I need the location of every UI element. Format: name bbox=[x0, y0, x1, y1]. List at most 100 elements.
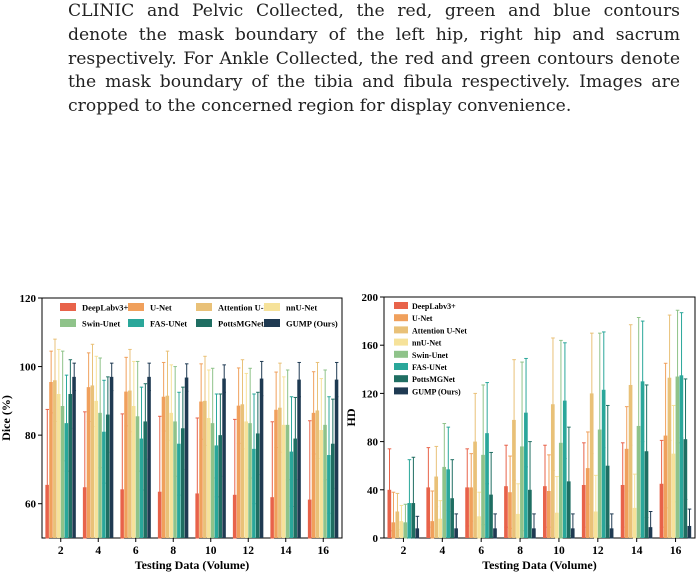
legend-item: GUMP (Ours) bbox=[264, 319, 338, 329]
legend-swatch bbox=[196, 303, 212, 311]
bar bbox=[278, 407, 282, 538]
legend-item: Swin-Unet bbox=[60, 319, 120, 329]
x-tick-label: 14 bbox=[280, 545, 292, 557]
y-axis-label: HD bbox=[345, 408, 358, 426]
bar bbox=[667, 377, 672, 538]
legend-label: FAS-UNet bbox=[150, 319, 187, 329]
bar bbox=[86, 387, 91, 538]
legend-item: Attention U-Net bbox=[394, 326, 467, 335]
bar bbox=[628, 384, 633, 538]
legend-label: PottsMGNet bbox=[218, 319, 264, 329]
bar bbox=[173, 421, 177, 538]
x-tick-label: 16 bbox=[318, 545, 330, 557]
bar bbox=[281, 424, 286, 538]
bar bbox=[53, 380, 57, 538]
legend-item: nnU-Net bbox=[264, 303, 317, 313]
legend-label: nnU-Net bbox=[412, 339, 442, 348]
legend-item: Attention U-Net bbox=[196, 303, 276, 313]
x-tick-label: 6 bbox=[133, 545, 139, 557]
legend-swatch bbox=[60, 303, 76, 311]
x-tick-label: 10 bbox=[205, 545, 217, 557]
bar bbox=[485, 433, 489, 538]
y-tick-label: 80 bbox=[25, 430, 37, 442]
bar bbox=[601, 389, 606, 538]
x-tick-label: 6 bbox=[478, 545, 484, 557]
legend-swatch bbox=[394, 387, 408, 395]
legend-item: Swin-Unet bbox=[394, 350, 448, 360]
bar bbox=[240, 404, 245, 538]
bar bbox=[297, 379, 301, 538]
legend-swatch bbox=[394, 338, 408, 346]
legend-item: FAS-UNet bbox=[128, 319, 187, 329]
bar bbox=[218, 435, 222, 538]
y-tick-label: 160 bbox=[362, 340, 379, 352]
x-tick-label: 8 bbox=[170, 545, 176, 557]
bar bbox=[60, 406, 65, 538]
bar bbox=[102, 431, 106, 538]
bar bbox=[165, 395, 170, 538]
bar bbox=[169, 412, 173, 538]
legend-swatch bbox=[394, 326, 408, 334]
bar bbox=[206, 418, 211, 538]
bar bbox=[199, 401, 203, 538]
plot-frame bbox=[383, 296, 696, 539]
bar bbox=[98, 412, 102, 538]
legend-label: nnU-Net bbox=[286, 303, 317, 313]
bar bbox=[550, 404, 555, 538]
plot-frame bbox=[41, 297, 343, 539]
x-axis-label: Testing Data (Volume) bbox=[482, 558, 596, 572]
bar bbox=[293, 438, 297, 538]
caption-text: CLINIC and Pelvic Collected, the red, gr… bbox=[68, 1, 680, 117]
legend-label: U-Net bbox=[412, 314, 433, 323]
bar bbox=[94, 400, 98, 538]
y-tick-label: 120 bbox=[20, 293, 37, 305]
legend-swatch bbox=[196, 319, 212, 327]
legend-swatch bbox=[394, 302, 408, 309]
legend-item: DeepLabv3+ bbox=[60, 303, 129, 313]
legend-label: DeepLabv3+ bbox=[82, 303, 129, 313]
bar bbox=[49, 382, 53, 538]
legend-label: FAS-UNet bbox=[412, 363, 447, 372]
bar bbox=[72, 376, 76, 538]
x-tick-label: 8 bbox=[517, 545, 523, 557]
x-tick-label: 4 bbox=[95, 545, 101, 557]
bar bbox=[562, 400, 567, 538]
x-tick-label: 2 bbox=[401, 545, 407, 557]
bar bbox=[180, 428, 185, 538]
legend-label: PottsMGNet bbox=[412, 375, 455, 384]
legend-label: DeepLabv3+ bbox=[412, 302, 456, 311]
bar bbox=[131, 406, 136, 538]
legend-label: GUMP (Ours) bbox=[412, 387, 461, 396]
legend-label: Swin-Unet bbox=[82, 319, 120, 329]
legend-swatch bbox=[128, 303, 144, 311]
bar bbox=[334, 379, 339, 538]
legend-swatch bbox=[128, 319, 144, 327]
bar bbox=[161, 396, 166, 538]
bar bbox=[124, 391, 128, 538]
bar bbox=[68, 394, 72, 538]
bar bbox=[184, 377, 189, 538]
x-tick-label: 2 bbox=[58, 545, 64, 557]
y-tick-label: 0 bbox=[373, 533, 379, 545]
legend-item: FAS-UNet bbox=[394, 363, 447, 372]
y-tick-label: 40 bbox=[367, 485, 379, 497]
legend-swatch bbox=[394, 350, 408, 358]
x-tick-label: 14 bbox=[631, 545, 643, 557]
legend-item: nnU-Net bbox=[394, 338, 442, 348]
y-tick-label: 60 bbox=[25, 499, 37, 511]
bar bbox=[315, 410, 320, 538]
dice-chart: 60 80 100 120 2 4 6 8 10 12 14 16 Testing Data (Volu… bbox=[0, 293, 343, 572]
bar bbox=[222, 378, 226, 538]
bar bbox=[56, 394, 61, 538]
legend-label: Swin-Unet bbox=[412, 351, 448, 360]
legend-item: GUMP (Ours) bbox=[394, 387, 461, 396]
bar bbox=[323, 424, 327, 538]
bar bbox=[147, 376, 151, 538]
bar bbox=[285, 424, 290, 538]
bar bbox=[675, 376, 680, 538]
bar bbox=[90, 385, 95, 538]
bar bbox=[524, 412, 528, 538]
y-tick-label: 100 bbox=[20, 362, 37, 374]
x-tick-label: 12 bbox=[243, 545, 255, 557]
legend-item: PottsMGNet bbox=[196, 319, 264, 329]
